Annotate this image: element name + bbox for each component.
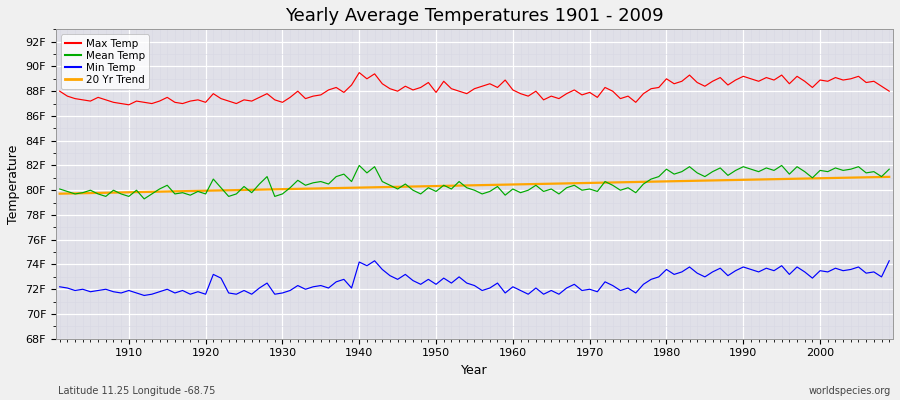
Y-axis label: Temperature: Temperature — [7, 144, 20, 224]
Text: worldspecies.org: worldspecies.org — [809, 386, 891, 396]
X-axis label: Year: Year — [461, 364, 488, 377]
Legend: Max Temp, Mean Temp, Min Temp, 20 Yr Trend: Max Temp, Mean Temp, Min Temp, 20 Yr Tre… — [61, 34, 149, 89]
Title: Yearly Average Temperatures 1901 - 2009: Yearly Average Temperatures 1901 - 2009 — [285, 7, 664, 25]
Text: Latitude 11.25 Longitude -68.75: Latitude 11.25 Longitude -68.75 — [58, 386, 216, 396]
